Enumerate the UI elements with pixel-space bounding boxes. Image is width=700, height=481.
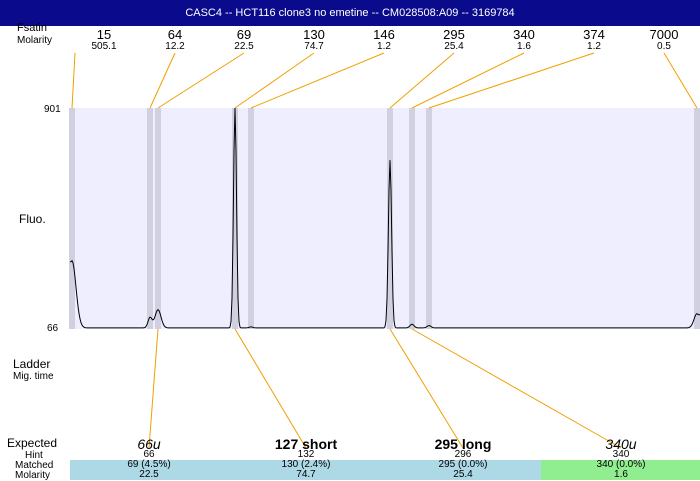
- peak-size-label: 7000: [649, 27, 679, 42]
- peak-size-label: 64: [167, 27, 183, 42]
- expected-label: Expected: [7, 436, 58, 450]
- peak-band: [694, 108, 700, 329]
- matched-value: 130 (2.4%): [281, 459, 331, 470]
- peak-band: [387, 108, 393, 329]
- peak-connector: [389, 52, 455, 109]
- matched-value: 340 (0.0%): [596, 459, 646, 470]
- peak-band: [69, 108, 75, 329]
- matched-bar: [227, 460, 384, 480]
- matched-molarity-value: 1.6: [614, 469, 628, 480]
- peak-molarity-label: 0.5: [657, 41, 671, 52]
- size-label-top: Fsatin: [17, 22, 47, 34]
- peak-connector: [411, 52, 525, 109]
- expected-connector: [389, 328, 464, 449]
- peak-connector: [234, 52, 315, 109]
- peak-size-label: 69: [236, 27, 252, 42]
- matched-label: Matched: [15, 460, 54, 471]
- peak-size-label: 15: [96, 27, 112, 42]
- plot-background: [70, 108, 700, 329]
- expected-fragment-name: 66u: [137, 436, 161, 452]
- molarity-label-header: Molarity: [17, 35, 53, 46]
- expected-connector: [411, 328, 622, 449]
- peak-size-label: 374: [583, 27, 605, 42]
- y-axis-title: Fluo.: [19, 212, 46, 226]
- matched-molarity-value: 25.4: [453, 469, 473, 480]
- hint-value: 66: [143, 449, 155, 460]
- peak-size-label: 130: [303, 27, 325, 42]
- peak-connector: [71, 52, 76, 109]
- expected-fragment-name: 295 long: [434, 436, 492, 452]
- peak-molarity-label: 1.6: [517, 41, 531, 52]
- y-axis-bottom-label: 66: [47, 323, 59, 334]
- hint-value: 296: [454, 449, 472, 460]
- peak-molarity-label: 25.4: [444, 41, 464, 52]
- peak-molarity-label: 1.2: [587, 41, 601, 52]
- peak-molarity-label: 505.1: [91, 41, 117, 52]
- molarity-label-footer: Molarity: [15, 470, 51, 481]
- expected-connector: [148, 328, 159, 449]
- peak-molarity-label: 1.2: [377, 41, 391, 52]
- peak-molarity-label: 22.5: [234, 41, 254, 52]
- matched-bar: [384, 460, 541, 480]
- peak-connector: [663, 52, 698, 109]
- peak-connector: [250, 52, 385, 109]
- hint-value: 132: [297, 449, 315, 460]
- expected-connector: [234, 328, 307, 449]
- matched-molarity-value: 74.7: [296, 469, 316, 480]
- peak-connector: [157, 52, 245, 109]
- peak-connector: [428, 52, 595, 109]
- peak-size-label: 146: [373, 27, 395, 42]
- peak-bands: [69, 108, 700, 329]
- matched-bar: [70, 460, 227, 480]
- peak-band: [248, 108, 254, 329]
- peak-size-label: 340: [513, 27, 535, 42]
- matched-value: 69 (4.5%): [127, 459, 171, 470]
- peak-molarity-label: 12.2: [165, 41, 185, 52]
- peak-band: [155, 108, 161, 329]
- matched-bar: [541, 460, 700, 480]
- peak-band: [147, 108, 153, 329]
- peak-band: [426, 108, 432, 329]
- hint-label: Hint: [25, 450, 43, 461]
- mig-time-label: Mig. time: [13, 371, 54, 382]
- ladder-label: Ladder: [13, 357, 51, 371]
- peak-connectors: [71, 52, 698, 449]
- peak-band: [409, 108, 415, 329]
- chart-title: CASC4 -- HCT116 clone3 no emetine -- CM0…: [0, 0, 700, 26]
- peak-band: [232, 108, 238, 329]
- fluorescence-trace: [70, 107, 700, 329]
- matched-molarity-value: 22.5: [139, 469, 159, 480]
- matched-value: 295 (0.0%): [438, 459, 488, 470]
- peak-connector: [149, 52, 176, 109]
- peak-molarity-label: 74.7: [304, 41, 324, 52]
- hint-value: 340: [612, 449, 630, 460]
- y-axis-top-label: 901: [44, 104, 61, 115]
- expected-fragment-name: 127 short: [274, 436, 338, 452]
- peak-size-label: 295: [443, 27, 465, 42]
- expected-fragment-name: 340u: [605, 436, 637, 452]
